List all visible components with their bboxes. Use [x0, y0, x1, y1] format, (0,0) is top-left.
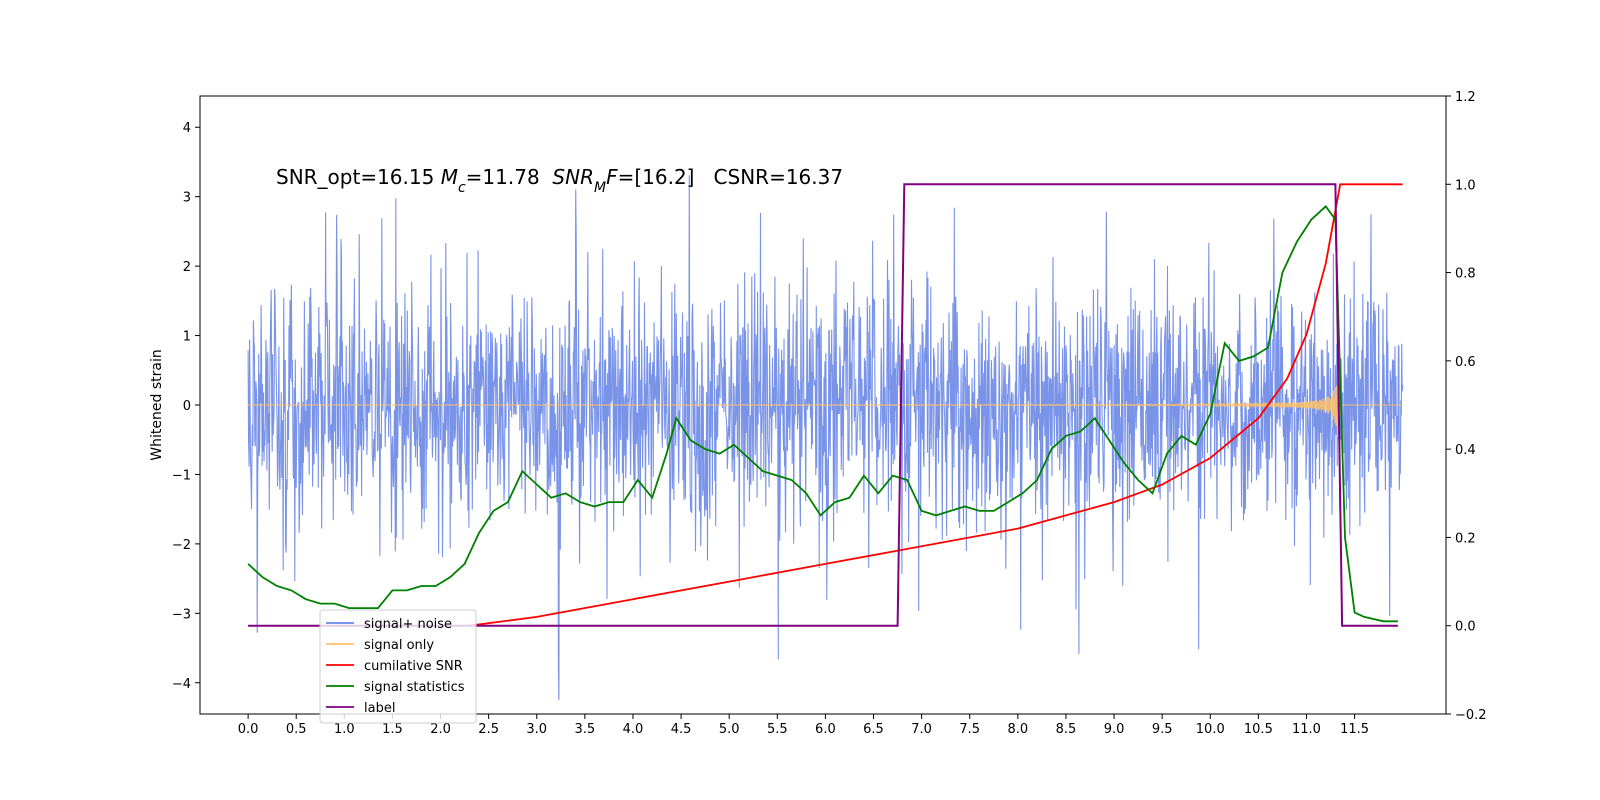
y-tick-label: 1: [183, 330, 191, 345]
legend-frame: [319, 609, 477, 724]
x-tick-label: 4.5: [671, 722, 692, 737]
y-tick-label: −2: [172, 538, 191, 553]
x-tick-label: 6.0: [815, 722, 836, 737]
x-tick-label: 0.0: [238, 722, 259, 737]
y-tick-label: −1: [172, 468, 191, 483]
x-tick-label: 7.0: [911, 722, 932, 737]
y-axis-label: Whitened strain: [149, 349, 165, 460]
y2-tick-label: 1.2: [1455, 90, 1476, 105]
annotation-part: =11.78: [466, 165, 553, 189]
y-tick-label: −3: [172, 607, 191, 622]
x-tick-label: 10.0: [1196, 722, 1225, 737]
x-tick-label: 8.5: [1056, 722, 1077, 737]
y2-tick-label: 0.8: [1455, 267, 1476, 282]
series-signal-noise: [247, 175, 1404, 701]
x-tick-label: 3.5: [575, 722, 596, 737]
series-signal-only: [248, 385, 1403, 438]
y-tick-label: 0: [183, 399, 191, 414]
annotation-part: M: [594, 180, 606, 196]
y2-tick-label: 0.0: [1455, 620, 1476, 635]
x-tick-label: 2.5: [478, 722, 499, 737]
legend-label: signal only: [364, 638, 434, 653]
series-signal-statistics: [247, 205, 1398, 623]
legend-label: cumilative SNR: [364, 659, 463, 674]
legend-label: signal+ noise: [364, 617, 452, 632]
snr-annotation: SNR_opt=16.15 Mc=11.78 SNRMF=[16.2] CSNR…: [276, 165, 843, 196]
y2-tick-label: 0.4: [1455, 443, 1476, 458]
y-tick-label: 2: [183, 260, 191, 275]
legend-label: signal statistics: [364, 680, 465, 695]
annotation-part: SNR_opt=16.15: [276, 165, 441, 189]
x-tick-label: 11.0: [1292, 722, 1321, 737]
x-tick-label: 8.0: [1007, 722, 1028, 737]
y-tick-label: 4: [183, 121, 191, 136]
annotation-part: c: [458, 180, 466, 196]
series-cumulative-snr: [469, 183, 1403, 627]
series-layer: [247, 175, 1404, 701]
ticks-layer: 0.0 0.5 1.0 1.5 2.0 2.5 3.0 3.5 4.0 4.5 5.0 5.5 6.0 6…: [172, 90, 1487, 737]
annotation-part: SNR: [552, 165, 594, 189]
x-tick-label: 11.5: [1340, 722, 1369, 737]
x-tick-label: 3.0: [526, 722, 547, 737]
y2-tick-label: 1.0: [1455, 178, 1476, 193]
y2-tick-label: 0.2: [1455, 531, 1476, 546]
x-tick-label: 2.0: [430, 722, 451, 737]
x-tick-label: 5.5: [767, 722, 788, 737]
annotation-part: M: [441, 165, 458, 189]
x-tick-label: 6.5: [863, 722, 884, 737]
annotation-part: F: [606, 165, 618, 189]
annotation-part: =[16.2] CSNR=16.37: [618, 165, 844, 189]
y-tick-label: 3: [183, 191, 191, 206]
x-tick-label: 9.0: [1104, 722, 1125, 737]
y2-tick-label: −0.2: [1455, 708, 1487, 723]
x-tick-label: 5.0: [719, 722, 740, 737]
x-tick-label: 9.5: [1152, 722, 1173, 737]
legend: signal+ noise signal only cumilative SNR si…: [319, 609, 477, 724]
x-tick-label: 10.5: [1244, 722, 1273, 737]
x-tick-label: 1.5: [382, 722, 403, 737]
series-label: [248, 183, 1398, 627]
legend-label: label: [364, 701, 395, 716]
x-tick-label: 0.5: [286, 722, 307, 737]
y-tick-label: −4: [172, 677, 191, 692]
x-tick-label: 1.0: [334, 722, 355, 737]
x-tick-label: 4.0: [623, 722, 644, 737]
y2-tick-label: 0.6: [1455, 355, 1476, 370]
x-tick-label: 7.5: [959, 722, 980, 737]
